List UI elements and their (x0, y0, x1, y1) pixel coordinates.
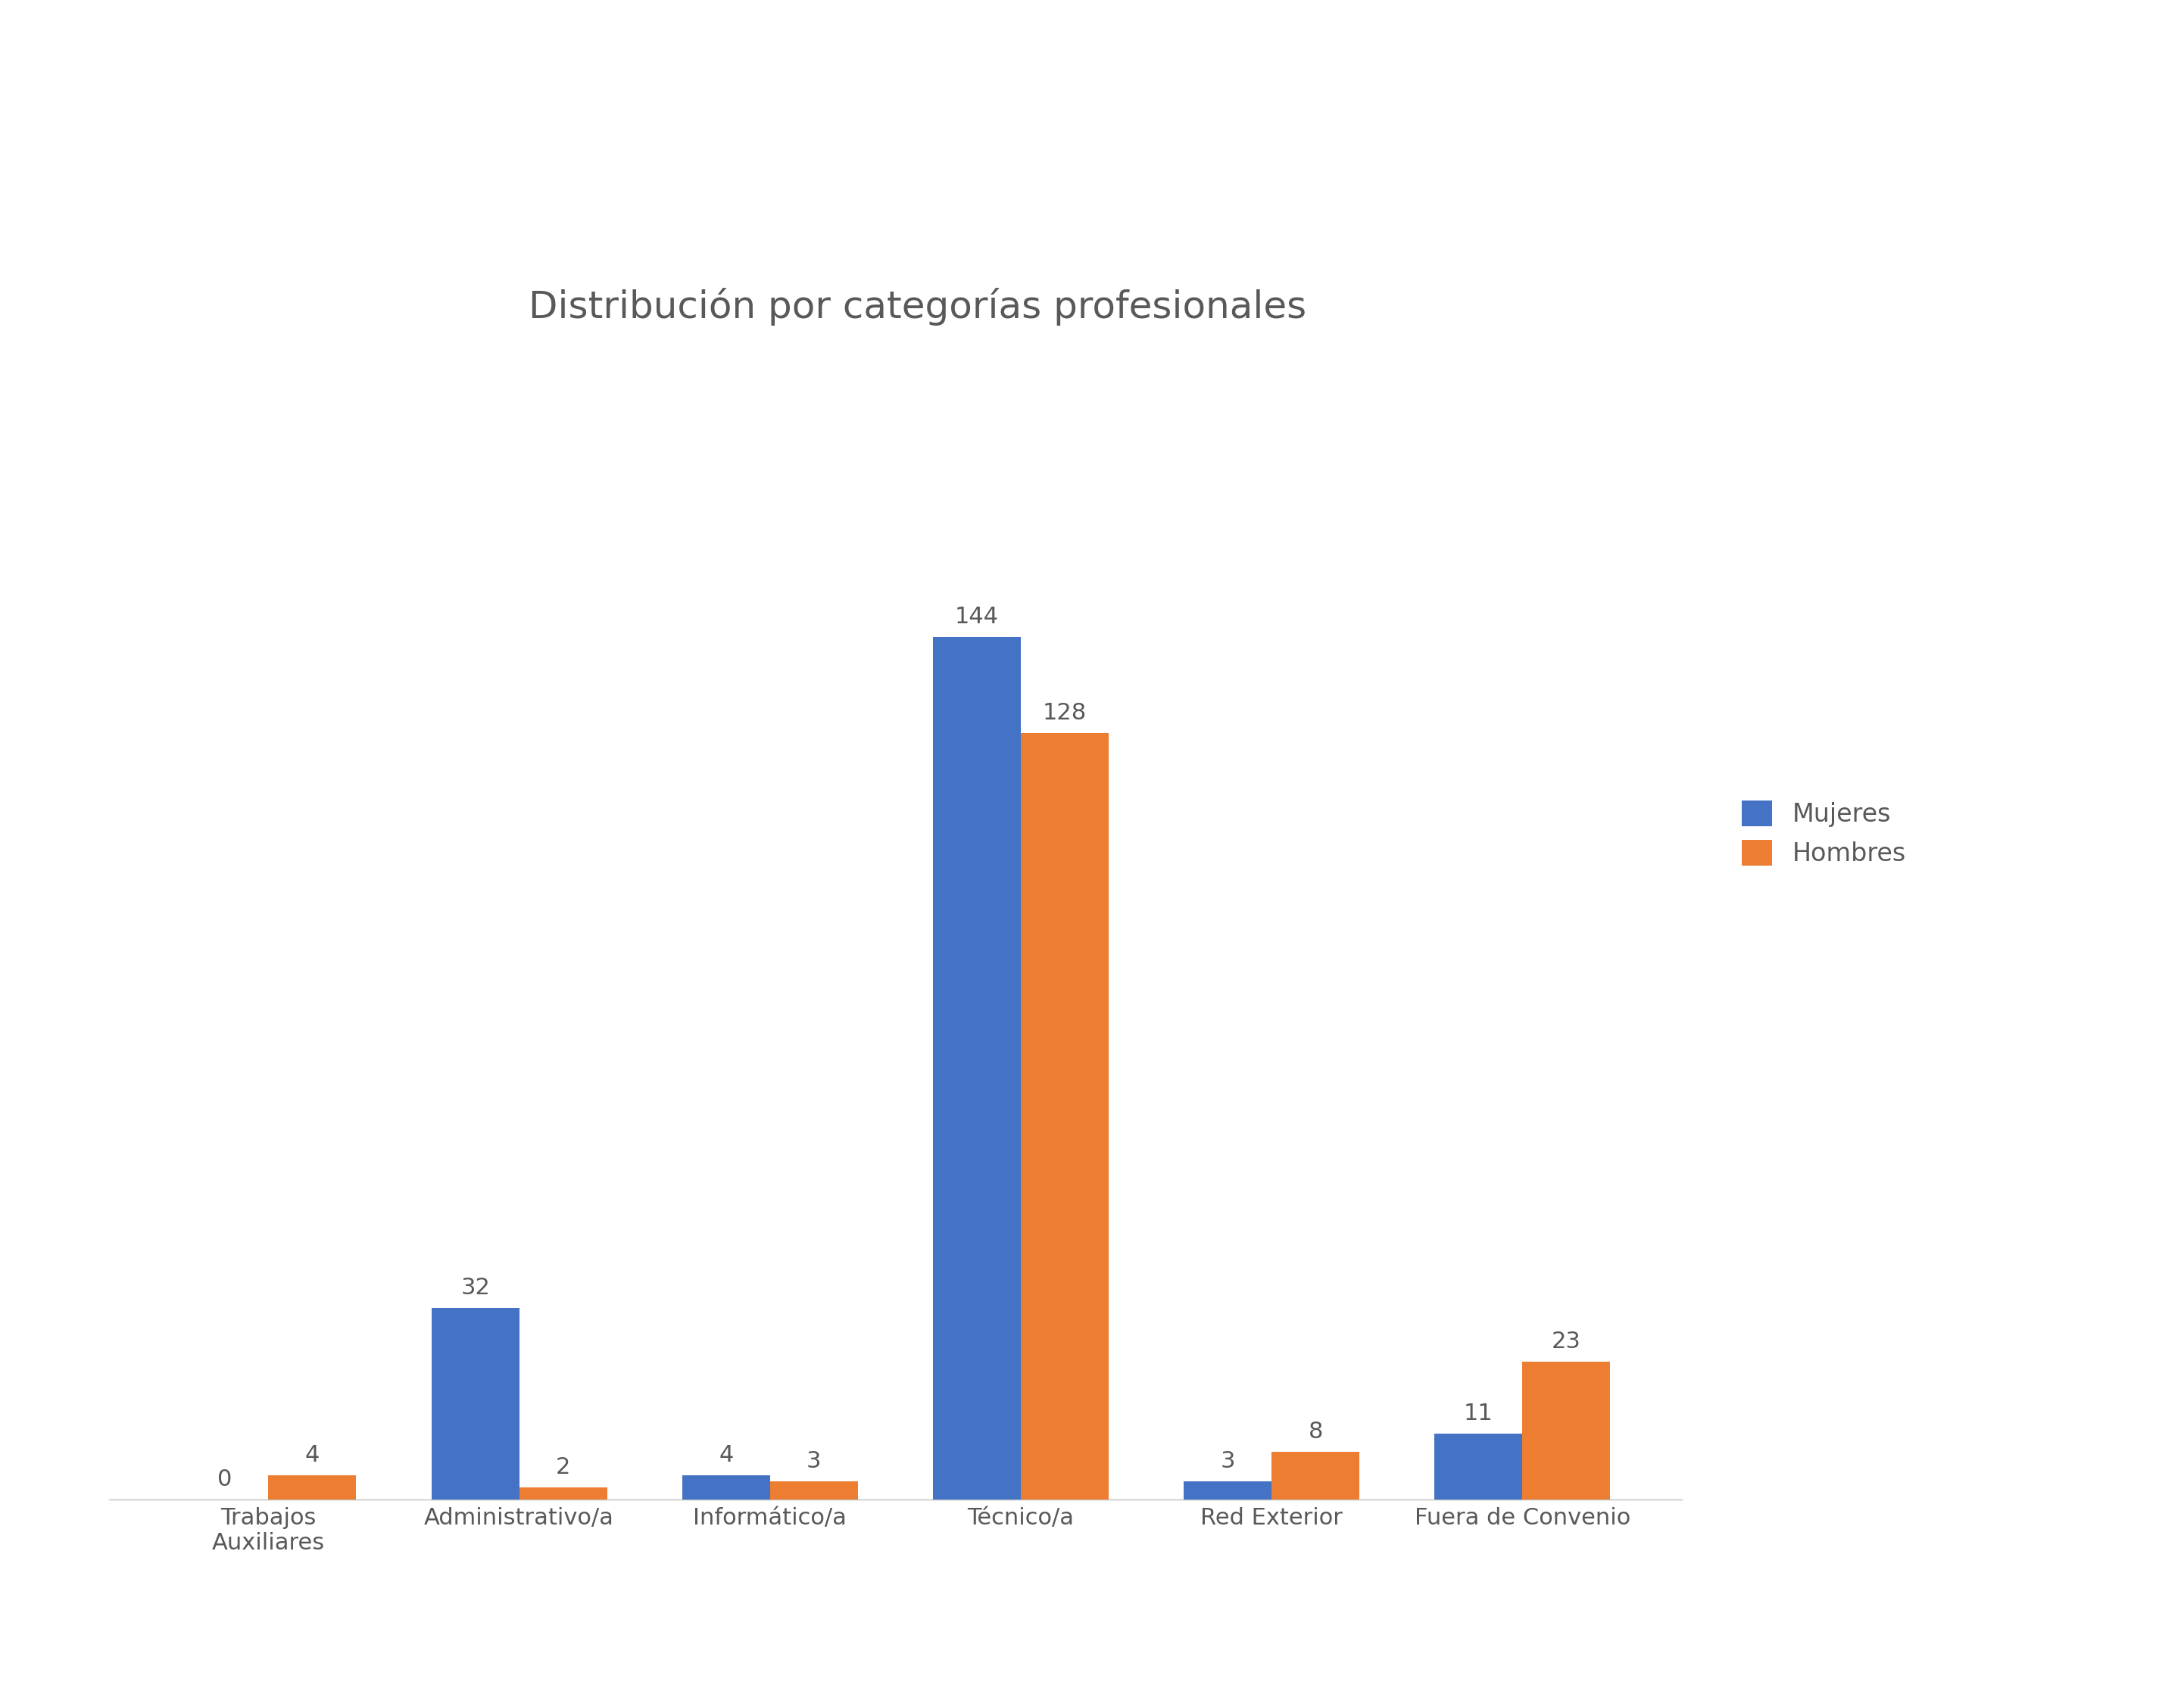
Text: 4: 4 (719, 1445, 734, 1467)
Text: 0: 0 (216, 1469, 232, 1491)
Bar (1184, 1481, 1271, 1500)
Text: 3: 3 (806, 1450, 821, 1472)
Bar (681, 1476, 771, 1500)
Text: 128: 128 (1042, 702, 1088, 724)
Bar (771, 1481, 858, 1500)
Text: 144: 144 (954, 607, 998, 629)
Legend: Mujeres, Hombres: Mujeres, Hombres (1741, 801, 1907, 867)
Text: 8: 8 (1308, 1421, 1324, 1443)
Bar (1435, 1433, 1522, 1500)
Text: 23: 23 (1551, 1331, 1581, 1353)
Bar (1271, 1452, 1358, 1500)
Text: Distribución por categorías profesionales: Distribución por categorías profesionale… (529, 288, 1306, 325)
Text: 4: 4 (306, 1445, 319, 1467)
Bar (269, 1476, 356, 1500)
Bar (933, 637, 1020, 1500)
Bar (1522, 1361, 1610, 1500)
Text: 32: 32 (461, 1276, 489, 1298)
Text: 2: 2 (555, 1457, 570, 1479)
Bar (432, 1309, 520, 1500)
Bar (1020, 733, 1109, 1500)
Text: 11: 11 (1463, 1402, 1494, 1425)
Bar (520, 1488, 607, 1500)
Text: 3: 3 (1221, 1450, 1236, 1472)
